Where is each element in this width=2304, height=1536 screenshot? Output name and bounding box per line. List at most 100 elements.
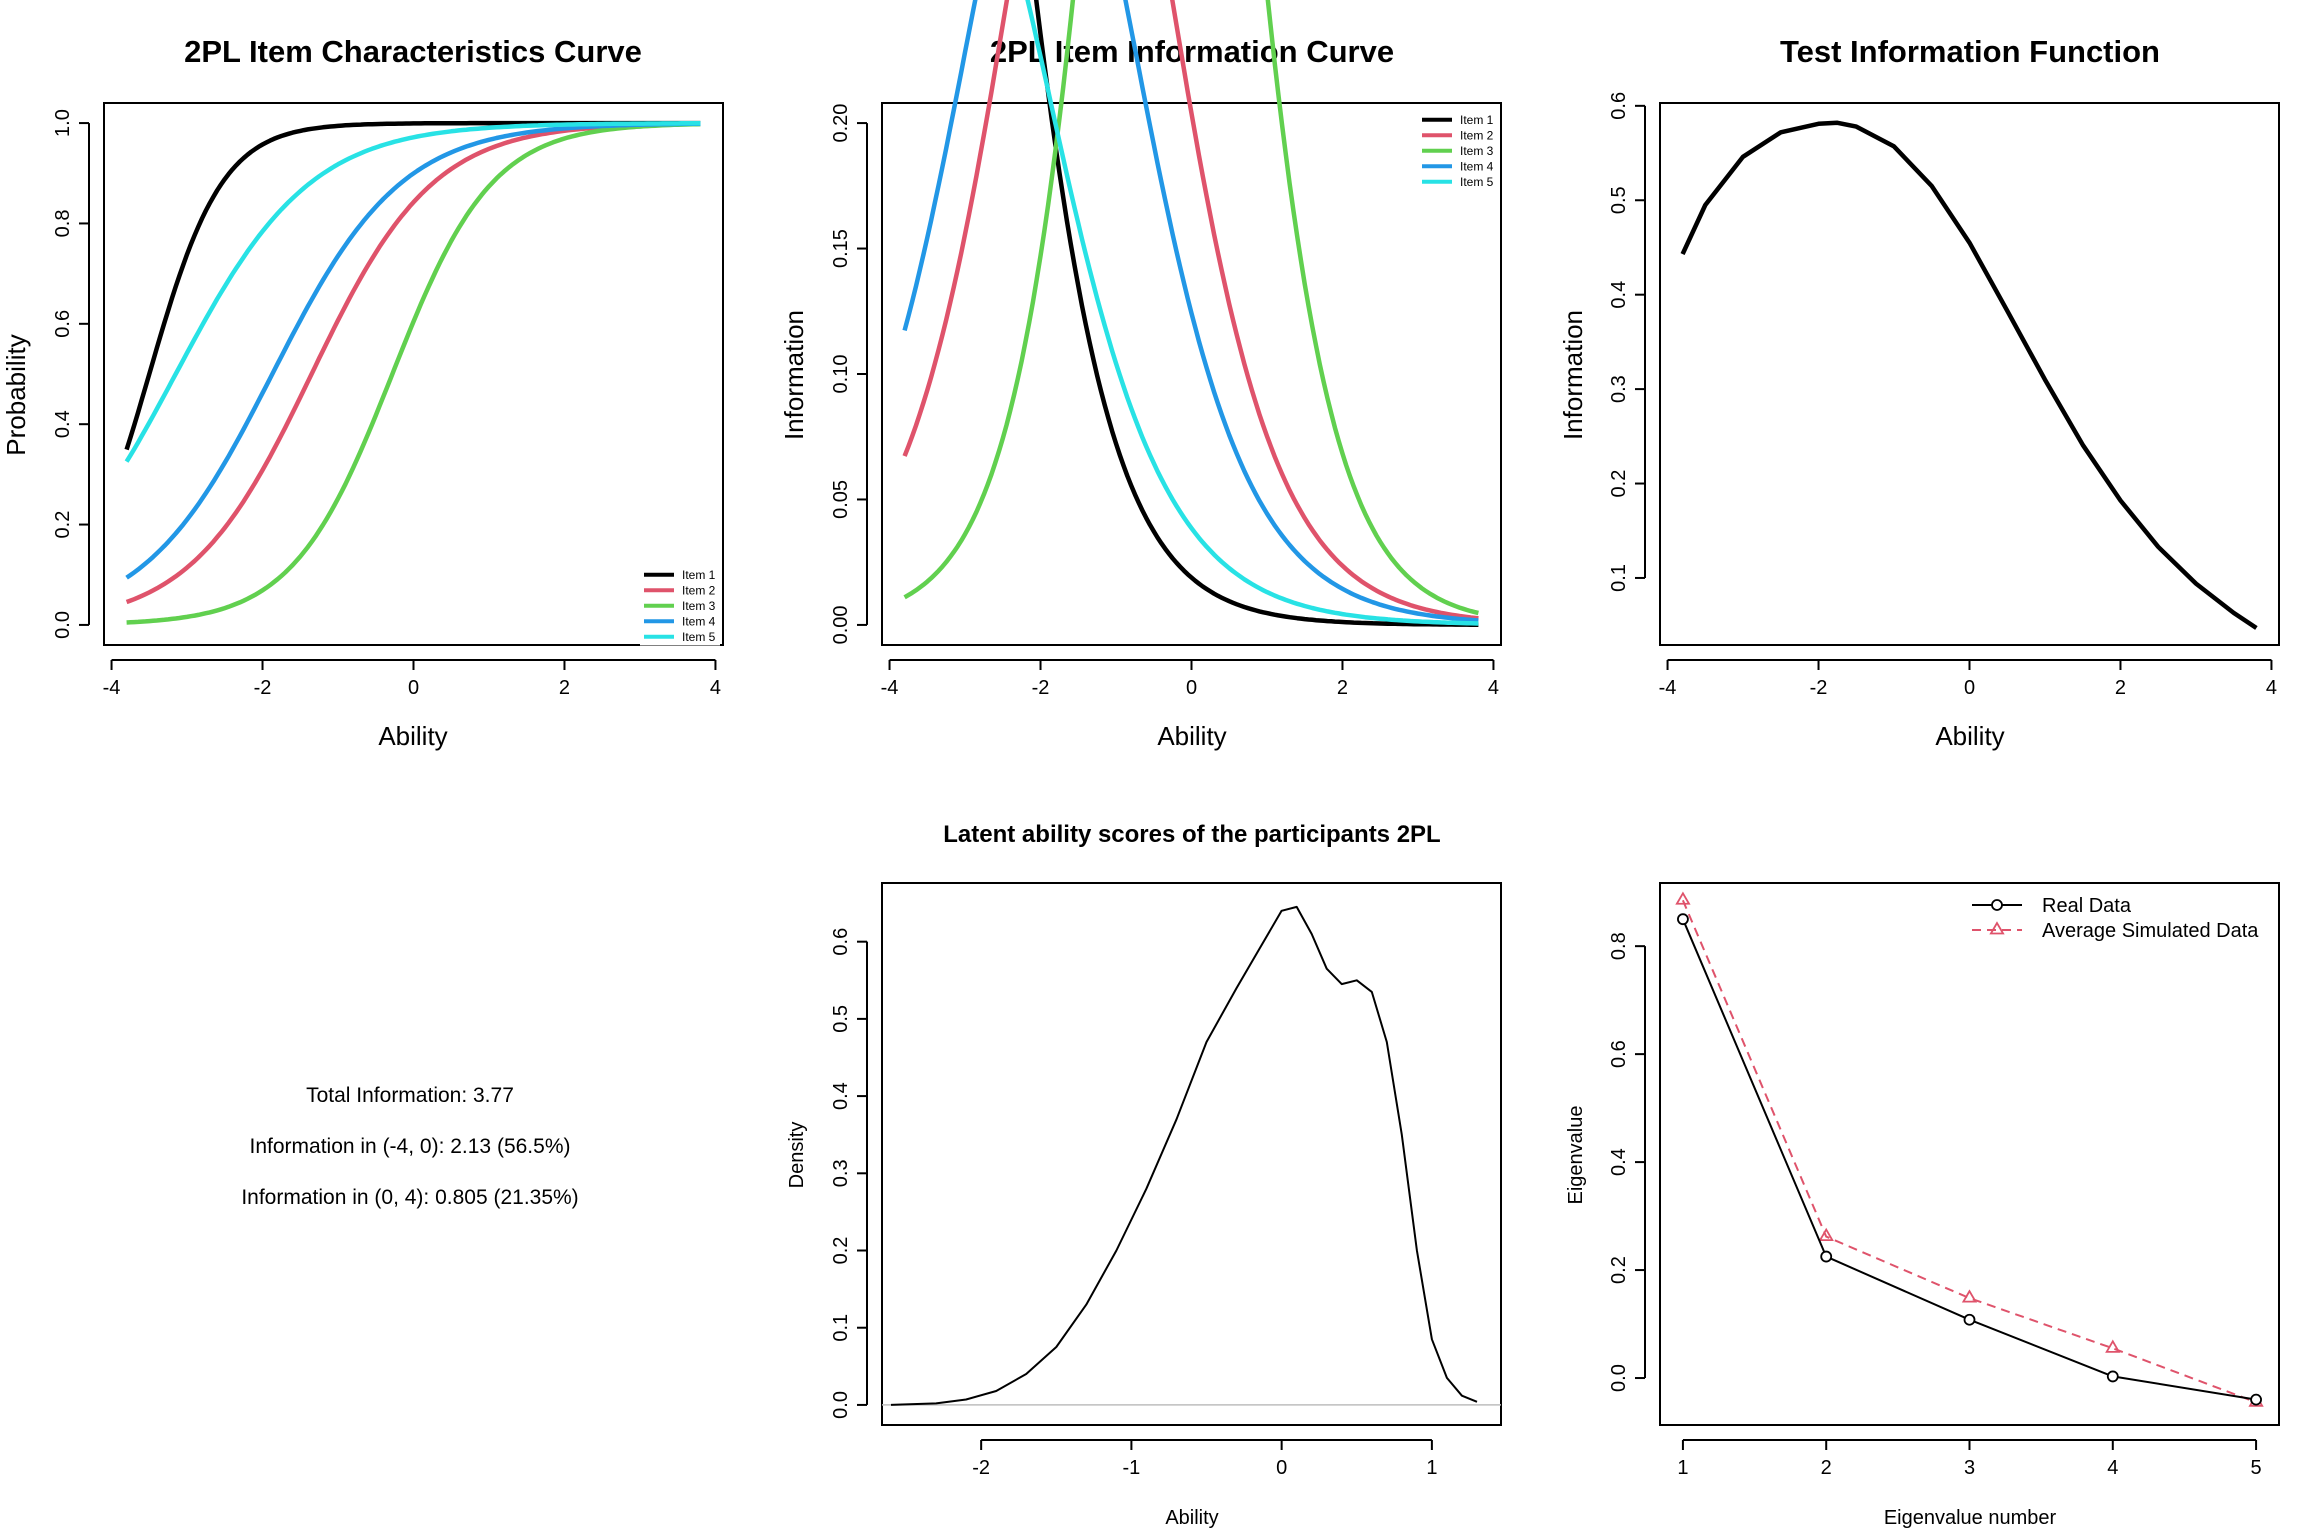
- scree-plot-frame: [1659, 882, 2280, 1426]
- density-x-tick-label: 0: [1276, 1457, 1287, 1479]
- iic-panel: 2PL Item Information Curve Ability Infor…: [779, 0, 1502, 751]
- tif-y-tick-label: 0.6: [1608, 92, 1630, 120]
- icc-legend-label: Item 4: [682, 614, 716, 628]
- density-y-tick-label: 0.0: [830, 1391, 852, 1419]
- icc-curve-item-3: [126, 121, 701, 625]
- icc-legend-label: Item 2: [682, 583, 716, 597]
- tif-x-tick-label: 2: [2115, 677, 2126, 699]
- icc-y-tick-label: 0.6: [52, 310, 74, 338]
- density-y-tick-label: 0.3: [830, 1159, 852, 1187]
- density-y-tick-label: 0.2: [830, 1237, 852, 1265]
- scree-legend-label: Real Data: [2042, 895, 2132, 917]
- scree-simulated-point: [1675, 891, 1691, 905]
- icc-legend-label: Item 3: [682, 599, 716, 613]
- iic-legend-label: Item 5: [1460, 175, 1494, 189]
- scree-x-tick-label: 5: [2251, 1457, 2262, 1479]
- iic-y-tick-label: 0.10: [830, 355, 852, 394]
- scree-panel: Eigenvalue number Eigenvalue 1 2 3 4 5 0.0 0.2…: [1565, 882, 2280, 1529]
- tif-plot-frame: [1659, 102, 2280, 646]
- scree-real-point: [2106, 1370, 2119, 1383]
- scree-simulated-point: [2105, 1339, 2121, 1353]
- scree-ylabel: Eigenvalue: [1565, 1106, 1587, 1205]
- icc-panel: 2PL Item Characteristics Curve Ability P…: [1, 34, 724, 751]
- tif-x-tick-label: 4: [2266, 677, 2277, 699]
- scree-legend-marker: [1989, 921, 2005, 935]
- iic-legend-label: Item 2: [1460, 128, 1494, 142]
- iic-curve-item-5: [1025, 0, 1479, 626]
- scree-real-point: [1677, 913, 1689, 926]
- icc-ylabel: Probability: [1, 334, 31, 455]
- iic-x-tick-label: 0: [1186, 677, 1197, 699]
- iic-curve-item-1: [1033, 0, 1479, 627]
- information-summary: Total Information: 3.77 Information in (…: [20, 1070, 800, 1223]
- density-y-tick-label: 0.4: [830, 1082, 852, 1110]
- tif-y-tick-label: 0.3: [1608, 375, 1630, 403]
- density-title: Latent ability scores of the participant…: [943, 821, 1440, 848]
- tif-panel: Test Information Function Ability Inform…: [1558, 34, 2280, 751]
- iic-legend-label: Item 4: [1460, 159, 1494, 173]
- density-x-tick-label: 1: [1426, 1457, 1437, 1479]
- tif-curve: [1680, 120, 2258, 630]
- density-ylabel: Density: [786, 1122, 808, 1189]
- scree-y-tick-label: 0.0: [1608, 1364, 1630, 1392]
- icc-curve-item-5: [124, 121, 701, 463]
- iic-x-tick-label: -2: [1032, 677, 1050, 699]
- tif-x-tick-label: -2: [1810, 677, 1828, 699]
- icc-y-tick-label: 0.0: [52, 611, 74, 639]
- scree-real-point: [2250, 1393, 2262, 1406]
- icc-x-tick-label: 2: [559, 677, 570, 699]
- iic-x-tick-label: -4: [881, 677, 899, 699]
- tif-y-tick-label: 0.5: [1608, 186, 1630, 214]
- icc-y-tick-label: 0.2: [52, 511, 74, 539]
- tif-title: Test Information Function: [1780, 34, 2160, 69]
- scree-y-tick-label: 0.2: [1608, 1256, 1630, 1284]
- icc-legend-label: Item 1: [682, 568, 716, 582]
- icc-x-tick-label: -2: [254, 677, 272, 699]
- scree-y-tick-label: 0.8: [1608, 932, 1630, 960]
- iic-xlabel: Ability: [1157, 721, 1226, 751]
- total-information-text: Total Information: 3.77: [306, 1084, 514, 1107]
- iic-x-tick-label: 4: [1488, 677, 1499, 699]
- scree-legend-marker: [1991, 899, 2003, 911]
- iic-y-tick-label: 0.15: [830, 229, 852, 268]
- tif-y-tick-label: 0.2: [1608, 470, 1630, 498]
- tif-ylabel: Information: [1558, 310, 1588, 440]
- icc-y-tick-label: 0.4: [52, 410, 74, 438]
- icc-legend-label: Item 5: [682, 630, 716, 644]
- icc-y-tick-label: 1.0: [52, 109, 74, 137]
- scree-real-point: [1820, 1250, 1833, 1263]
- tif-y-tick-label: 0.4: [1608, 281, 1630, 309]
- scree-xlabel: Eigenvalue number: [1884, 1507, 2057, 1529]
- tif-xlabel: Ability: [1935, 721, 2004, 751]
- density-plot-frame: [881, 882, 1502, 1426]
- density-x-tick-label: -1: [1123, 1457, 1141, 1479]
- iic-x-tick-label: 2: [1337, 677, 1348, 699]
- tif-x-tick-label: -4: [1659, 677, 1677, 699]
- scree-x-tick-label: 1: [1677, 1457, 1688, 1479]
- scree-simulated-point: [1961, 1289, 1978, 1303]
- scree-y-tick-label: 0.6: [1608, 1040, 1630, 1068]
- positive-range-information-text: Information in (0, 4): 0.805 (21.35%): [241, 1186, 579, 1209]
- iic-title: 2PL Item Information Curve: [990, 34, 1394, 69]
- icc-x-tick-label: -4: [103, 677, 121, 699]
- density-y-tick-label: 0.6: [830, 928, 852, 956]
- density-x-tick-label: -2: [972, 1457, 990, 1479]
- density-panel: Latent ability scores of the participant…: [786, 821, 1502, 1529]
- scree-simulated-line: [1681, 899, 2257, 1404]
- scree-x-tick-label: 3: [1964, 1457, 1975, 1479]
- iic-curve-item-2: [902, 0, 1479, 621]
- iic-curve-item-3: [903, 0, 1479, 616]
- icc-plot-frame: [103, 102, 724, 646]
- icc-x-tick-label: 0: [408, 677, 419, 699]
- scree-simulated-point: [1818, 1227, 1834, 1241]
- tif-y-tick-label: 0.1: [1608, 564, 1630, 592]
- icc-xlabel: Ability: [378, 721, 447, 751]
- tif-x-tick-label: 0: [1964, 677, 1975, 699]
- icc-y-tick-label: 0.8: [52, 210, 74, 238]
- density-xlabel: Ability: [1165, 1507, 1218, 1529]
- scree-y-tick-label: 0.4: [1608, 1148, 1630, 1176]
- iic-y-tick-label: 0.20: [830, 104, 852, 143]
- iic-legend-label: Item 1: [1460, 113, 1494, 127]
